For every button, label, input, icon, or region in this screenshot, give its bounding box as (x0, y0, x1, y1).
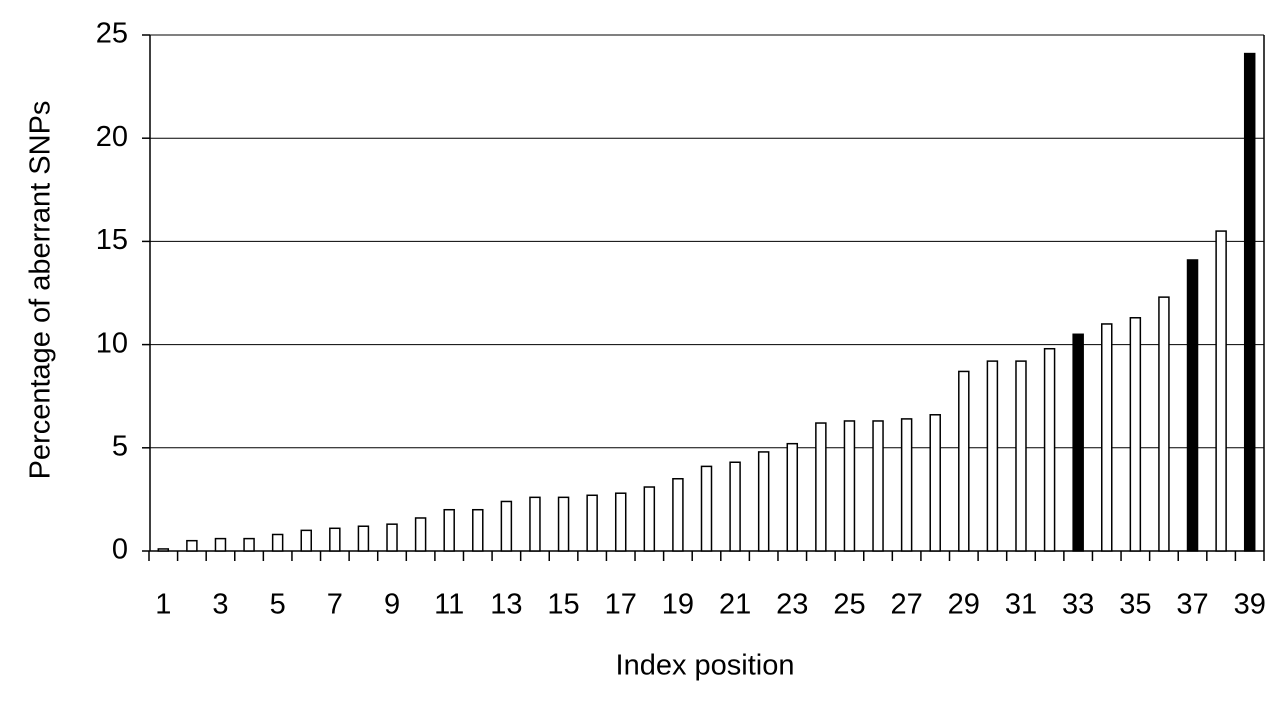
x-tick-label: 3 (212, 589, 228, 621)
bar (1158, 296, 1170, 552)
bar (414, 517, 427, 552)
x-tick-label: 27 (890, 589, 922, 621)
x-tick-label: 1 (155, 589, 171, 621)
bar (1101, 323, 1113, 552)
bar (900, 418, 913, 552)
y-tick-label: 10 (96, 327, 128, 359)
bar (329, 527, 341, 552)
bar (1043, 347, 1056, 552)
x-tick-label: 13 (490, 589, 522, 621)
x-tick-label: 37 (1176, 589, 1208, 621)
bar (958, 370, 970, 552)
bar (786, 442, 799, 552)
x-tick-label: 35 (1119, 589, 1151, 621)
bar (357, 525, 370, 552)
x-tick-label: 17 (605, 589, 637, 621)
y-tick-label: 15 (96, 224, 128, 256)
bar (1243, 52, 1256, 552)
bar (1186, 259, 1199, 552)
bar (529, 496, 541, 552)
y-tick-label: 25 (96, 18, 128, 50)
bar (700, 465, 713, 552)
bar (643, 486, 656, 552)
bar (472, 508, 484, 552)
bar (1015, 360, 1027, 552)
bar (243, 537, 255, 552)
bar (929, 414, 941, 552)
bar (157, 548, 170, 552)
x-tick-label: 21 (719, 589, 751, 621)
y-tick-label: 5 (112, 430, 128, 462)
bar (815, 422, 827, 552)
bar (672, 478, 684, 552)
bar (300, 529, 312, 552)
y-tick-label: 0 (112, 534, 128, 566)
x-tick-label: 7 (327, 589, 343, 621)
x-axis-label: Index position (616, 650, 795, 682)
bar (757, 451, 770, 552)
x-tick-label: 11 (434, 589, 464, 621)
x-tick-label: 39 (1234, 589, 1266, 621)
bar (271, 533, 284, 552)
x-tick-label: 15 (547, 589, 579, 621)
y-tick-label: 20 (96, 121, 128, 153)
x-tick-label: 29 (948, 589, 980, 621)
bar (557, 496, 570, 552)
x-tick-label: 5 (270, 589, 286, 621)
bar (1072, 333, 1084, 552)
bar (872, 420, 884, 552)
x-tick-label: 25 (833, 589, 865, 621)
bar (586, 494, 598, 552)
x-tick-label: 9 (384, 589, 400, 621)
bar (386, 523, 398, 552)
bar (986, 360, 999, 552)
bar (443, 508, 455, 552)
bar (500, 500, 513, 552)
bar (614, 492, 627, 552)
bar (729, 461, 741, 552)
x-tick-label: 23 (776, 589, 808, 621)
x-tick-label: 19 (662, 589, 694, 621)
bar (1215, 230, 1227, 552)
bar (1129, 317, 1142, 552)
bar (843, 420, 856, 552)
x-tick-label: 31 (1005, 589, 1037, 621)
y-axis-label: Percentage of aberrant SNPs (25, 101, 57, 480)
bar (186, 539, 198, 552)
x-tick-label: 33 (1062, 589, 1094, 621)
bar (214, 537, 227, 552)
